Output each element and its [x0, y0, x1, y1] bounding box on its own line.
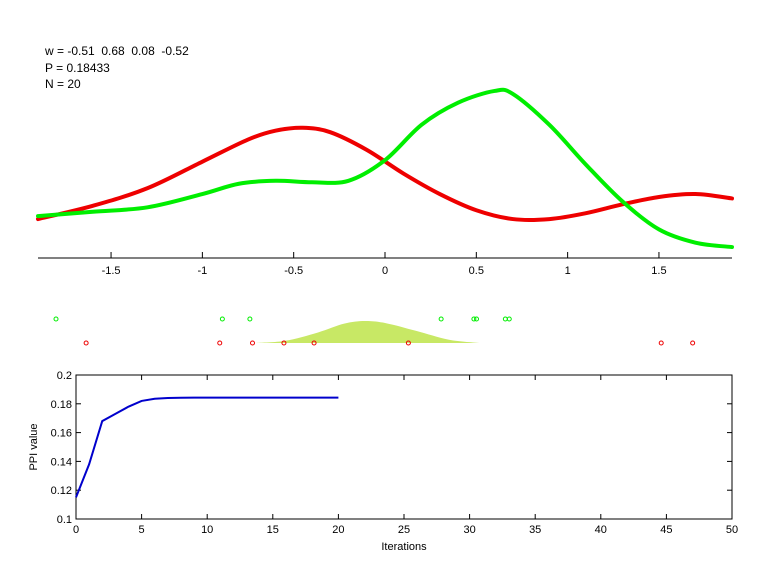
y-axis-label: PPI value	[28, 423, 40, 470]
red-sample-marker	[690, 340, 696, 346]
x-tick-label: 45	[660, 524, 672, 536]
x-tick-label: 50	[726, 524, 738, 536]
red-density-curve	[36, 125, 734, 222]
x-tick-label: 5	[139, 524, 145, 536]
green-sample-marker	[471, 316, 477, 322]
green-density-curve	[36, 87, 734, 250]
x-tick-label: 20	[332, 524, 344, 536]
density-plot: -1.5 -1 -0.5 0 0.5 1 1.5	[36, 87, 734, 277]
red-sample-marker	[217, 340, 223, 346]
green-sample-marker	[474, 316, 480, 322]
green-sample-marker	[53, 316, 59, 322]
ppi-series-line	[75, 396, 339, 498]
convergence-plot: 0 5 10 15 20 25 30 35 40 45 50 0.1 0.12 0.14 0.16 0.18 0…	[28, 370, 738, 553]
red-sample-marker	[311, 340, 317, 346]
sample-strip	[53, 316, 696, 346]
x-tick-label: 15	[267, 524, 279, 536]
x-tick-label: -0.5	[284, 265, 303, 277]
red-sample-marker	[658, 340, 664, 346]
green-sample-marker	[506, 316, 512, 322]
y-tick-label: 0.12	[51, 485, 72, 497]
y-tick-label: 0.1	[57, 514, 72, 526]
x-tick-label: 40	[595, 524, 607, 536]
x-tick-label: 35	[529, 524, 541, 536]
red-sample-marker	[250, 340, 255, 346]
x-tick-label: -1.5	[102, 265, 121, 277]
y-tick-label: 0.14	[51, 456, 72, 468]
red-sample-marker	[281, 340, 287, 346]
green-sample-marker	[247, 316, 253, 322]
x-tick-label: 1.5	[651, 265, 666, 277]
x-tick-label: 0	[382, 265, 388, 277]
y-tick-label: 0.2	[57, 370, 72, 382]
sample-count-readout: N = 20	[45, 77, 81, 91]
plot-frame	[75, 374, 733, 520]
x-tick-label: 25	[398, 524, 410, 536]
y-tick-label: 0.16	[51, 428, 72, 440]
probability-readout: P = 0.18433	[45, 61, 110, 75]
x-axis-label: Iterations	[381, 541, 427, 553]
green-sample-marker	[438, 316, 444, 322]
x-tick-label: -1	[197, 265, 207, 277]
x-tick-label: 30	[463, 524, 475, 536]
green-sample-marker	[502, 316, 508, 322]
red-sample-marker	[83, 340, 89, 346]
decision-area	[256, 320, 481, 343]
green-sample-marker	[219, 316, 225, 322]
weights-readout: w = -0.51 0.68 0.08 -0.52	[45, 44, 189, 58]
red-sample-marker	[405, 340, 411, 346]
x-tick-label: 1	[565, 265, 571, 277]
x-tick-label: 0.5	[469, 265, 484, 277]
y-tick-label: 0.18	[51, 399, 72, 411]
x-tick-label: 10	[201, 524, 213, 536]
x-tick-label: 0	[73, 524, 79, 536]
